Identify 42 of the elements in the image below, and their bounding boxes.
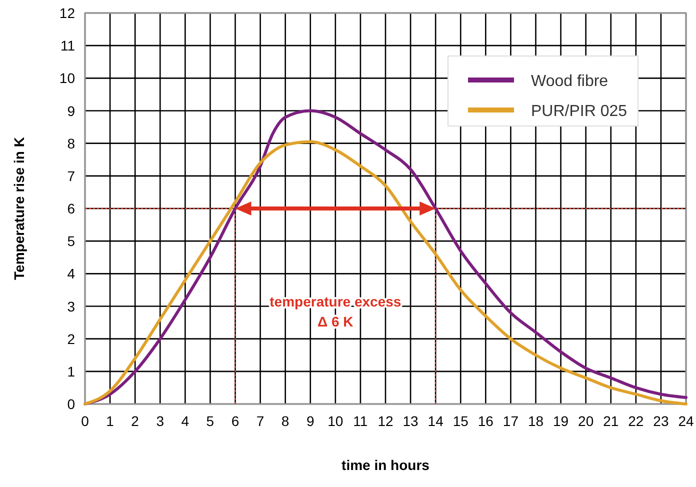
x-tick-label: 12 xyxy=(378,413,394,429)
x-tick-label: 3 xyxy=(156,413,164,429)
x-tick-label: 1 xyxy=(106,413,114,429)
y-axis-title: Temperature rise in K xyxy=(11,137,27,280)
x-tick-label: 24 xyxy=(678,413,694,429)
y-tick-label: 10 xyxy=(59,70,76,86)
x-tick-label: 14 xyxy=(428,413,444,429)
x-tick-label: 10 xyxy=(328,413,344,429)
x-tick-label: 17 xyxy=(502,413,519,429)
x-tick-label: 21 xyxy=(603,413,619,429)
y-tick-label: 11 xyxy=(60,38,76,54)
x-tick-label: 7 xyxy=(256,413,264,429)
y-tick-label: 6 xyxy=(67,200,76,216)
x-axis-title: time in hours xyxy=(342,457,430,473)
x-tick-label: 20 xyxy=(578,413,594,429)
y-tick-label: 3 xyxy=(67,298,76,314)
x-tick-label: 8 xyxy=(281,413,290,429)
x-tick-label: 18 xyxy=(528,413,544,429)
y-tick-label: 2 xyxy=(67,330,76,347)
y-tick-label: 8 xyxy=(67,135,76,152)
x-tick-label: 5 xyxy=(206,413,214,429)
x-tick-label: 16 xyxy=(478,413,494,429)
y-tick-label: 0 xyxy=(67,396,76,412)
x-tick-label: 4 xyxy=(181,413,190,429)
x-tick-label: 6 xyxy=(231,413,240,429)
y-tick-label: 5 xyxy=(67,233,76,250)
x-tick-label: 11 xyxy=(353,413,368,429)
x-tick-label: 13 xyxy=(402,413,419,429)
x-tick-label: 9 xyxy=(306,413,314,429)
x-tick-label: 22 xyxy=(628,413,644,429)
y-tick-label: 9 xyxy=(67,102,76,119)
x-tick-label: 2 xyxy=(131,413,140,429)
x-tick-label: 23 xyxy=(653,413,669,429)
y-tick-label: 4 xyxy=(67,266,76,282)
x-tick-label: 19 xyxy=(553,413,569,429)
x-tick-label: 15 xyxy=(452,413,469,429)
legend-label: Wood fibre xyxy=(531,73,608,90)
y-tick-label: 12 xyxy=(59,5,76,21)
legend-label: PUR/PIR 025 xyxy=(531,103,628,120)
x-tick-label: 0 xyxy=(81,413,90,429)
y-tick-label: 1 xyxy=(67,363,76,380)
y-tick-label: 7 xyxy=(67,168,76,184)
